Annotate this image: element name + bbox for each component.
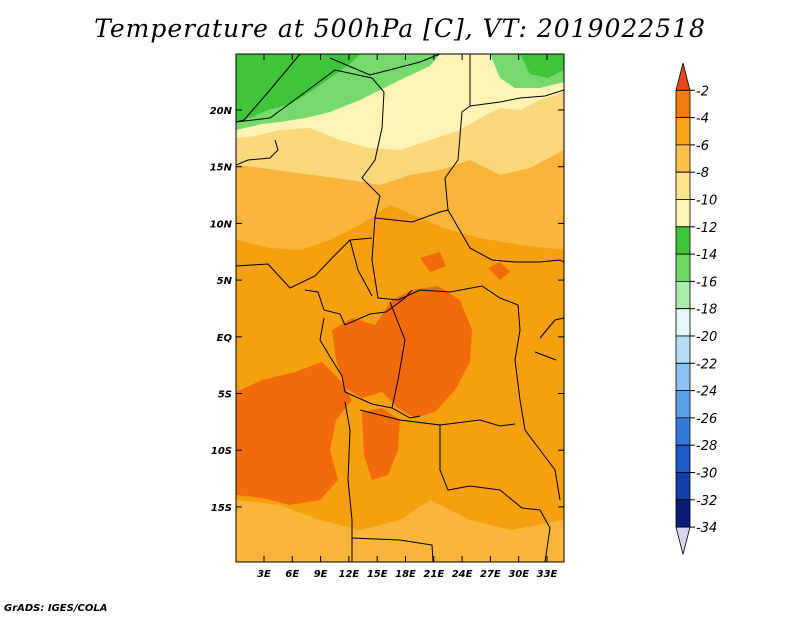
map-title: Temperature at 500hPa [C], VT: 201902251… <box>94 14 706 43</box>
border-line <box>236 69 373 123</box>
contour-fill <box>236 54 564 562</box>
colorbar-label: -8 <box>696 166 709 181</box>
border-line <box>514 304 561 501</box>
colorbar-label: -22 <box>696 357 717 372</box>
colorbar-swatch <box>675 417 691 446</box>
colorbar-label: -34 <box>696 521 717 536</box>
colorbar-label: -28 <box>696 439 717 454</box>
colorbar-swatch <box>675 253 691 282</box>
lon-label: 21E <box>423 569 444 580</box>
border-line <box>444 54 564 263</box>
contour-dark-orange-5n <box>488 262 510 280</box>
lat-label: 5N <box>217 276 233 287</box>
colorbar-swatch <box>675 226 691 255</box>
colorbar-label: -16 <box>696 275 717 290</box>
lon-label: 6E <box>285 569 299 580</box>
colorbar-swatch <box>675 308 691 337</box>
lon-label: 9E <box>314 569 328 580</box>
footer-credit: GrADS: IGES/COLA <box>4 603 108 614</box>
colorbar-swatch <box>675 499 691 528</box>
colorbar-label: -30 <box>696 467 717 482</box>
border-line <box>361 77 385 219</box>
border-line <box>344 401 353 562</box>
lon-label: 12E <box>339 569 360 580</box>
colorbar-label: -20 <box>696 330 717 345</box>
lon-label: 30E <box>508 569 529 580</box>
contour-green-ne <box>520 54 564 78</box>
colorbar-label: -24 <box>696 385 717 400</box>
border-line <box>534 351 557 361</box>
colorbar-label: -6 <box>696 139 709 154</box>
border-line <box>236 139 279 166</box>
border-line <box>329 54 441 76</box>
lat-label: 20N <box>210 106 233 117</box>
colorbar-swatch <box>675 199 691 228</box>
lat-label: EQ <box>217 333 233 344</box>
border-line <box>539 317 564 339</box>
border-line <box>304 289 413 326</box>
colorbar-label: -26 <box>696 412 717 427</box>
contour-dark-orange-ne <box>420 252 446 272</box>
contour-dark-orange-south <box>362 408 400 480</box>
longitude-axis: 3E 6E 9E 12E 15E 18E 21E 24E 27E 30E 33E <box>257 54 558 580</box>
lon-label: 3E <box>257 569 271 580</box>
colorbar-label: -14 <box>696 248 717 263</box>
colorbar-swatch <box>675 281 691 310</box>
colorbar-swatch <box>675 62 691 91</box>
contour-light-orange-south <box>236 500 564 562</box>
border-line <box>349 239 373 297</box>
plot-frame <box>235 53 565 563</box>
colorbar-label: -2 <box>696 84 709 99</box>
border-line <box>351 537 434 562</box>
border-line <box>371 217 519 306</box>
border-line <box>469 89 564 107</box>
colorbar-swatch <box>675 444 691 473</box>
colorbar-swatch <box>675 526 691 555</box>
lat-label: 10S <box>211 446 232 457</box>
colorbar-swatch <box>675 335 691 364</box>
colorbar-swatch <box>675 171 691 200</box>
border-line <box>439 419 516 427</box>
colorbar-swatch <box>675 89 691 118</box>
colorbar-swatch <box>675 117 691 146</box>
lon-label: 15E <box>367 569 388 580</box>
contour-dark-orange-central <box>332 286 472 418</box>
colorbar-swatch <box>675 390 691 419</box>
border-line <box>359 409 541 511</box>
colorbar-label: -18 <box>696 303 717 318</box>
border-line <box>374 209 449 223</box>
lat-label: 15N <box>210 163 233 174</box>
country-borders <box>236 54 564 562</box>
lat-label: 15S <box>211 503 232 514</box>
contour-green <box>236 54 360 122</box>
colorbar-label: -32 <box>696 494 717 509</box>
lat-label: 10N <box>210 219 233 230</box>
border-line <box>319 317 346 393</box>
lon-label: 27E <box>480 569 501 580</box>
colorbar-label: -10 <box>696 194 717 209</box>
colorbar-swatch <box>675 362 691 391</box>
colorbar-swatch <box>675 472 691 501</box>
lon-label: 24E <box>452 569 473 580</box>
border-line <box>539 509 551 562</box>
border-line <box>389 301 406 409</box>
lon-label: 33E <box>537 569 558 580</box>
lon-label: 18E <box>395 569 416 580</box>
lat-label: 5S <box>218 390 232 401</box>
colorbar: -2 -4 -6 -8 -10 -12 -14 -16 -18 -20 -22 -24 -26 -28 -3… <box>675 62 717 555</box>
colorbar-swatch <box>675 144 691 173</box>
colorbar-label: -4 <box>696 112 709 127</box>
colorbar-label: -12 <box>696 221 717 236</box>
latitude-axis: 20N 15N 10N 5N EQ 5S 10S 15S <box>210 106 564 514</box>
border-line <box>236 54 301 123</box>
contour-dark-orange-west <box>236 362 352 505</box>
